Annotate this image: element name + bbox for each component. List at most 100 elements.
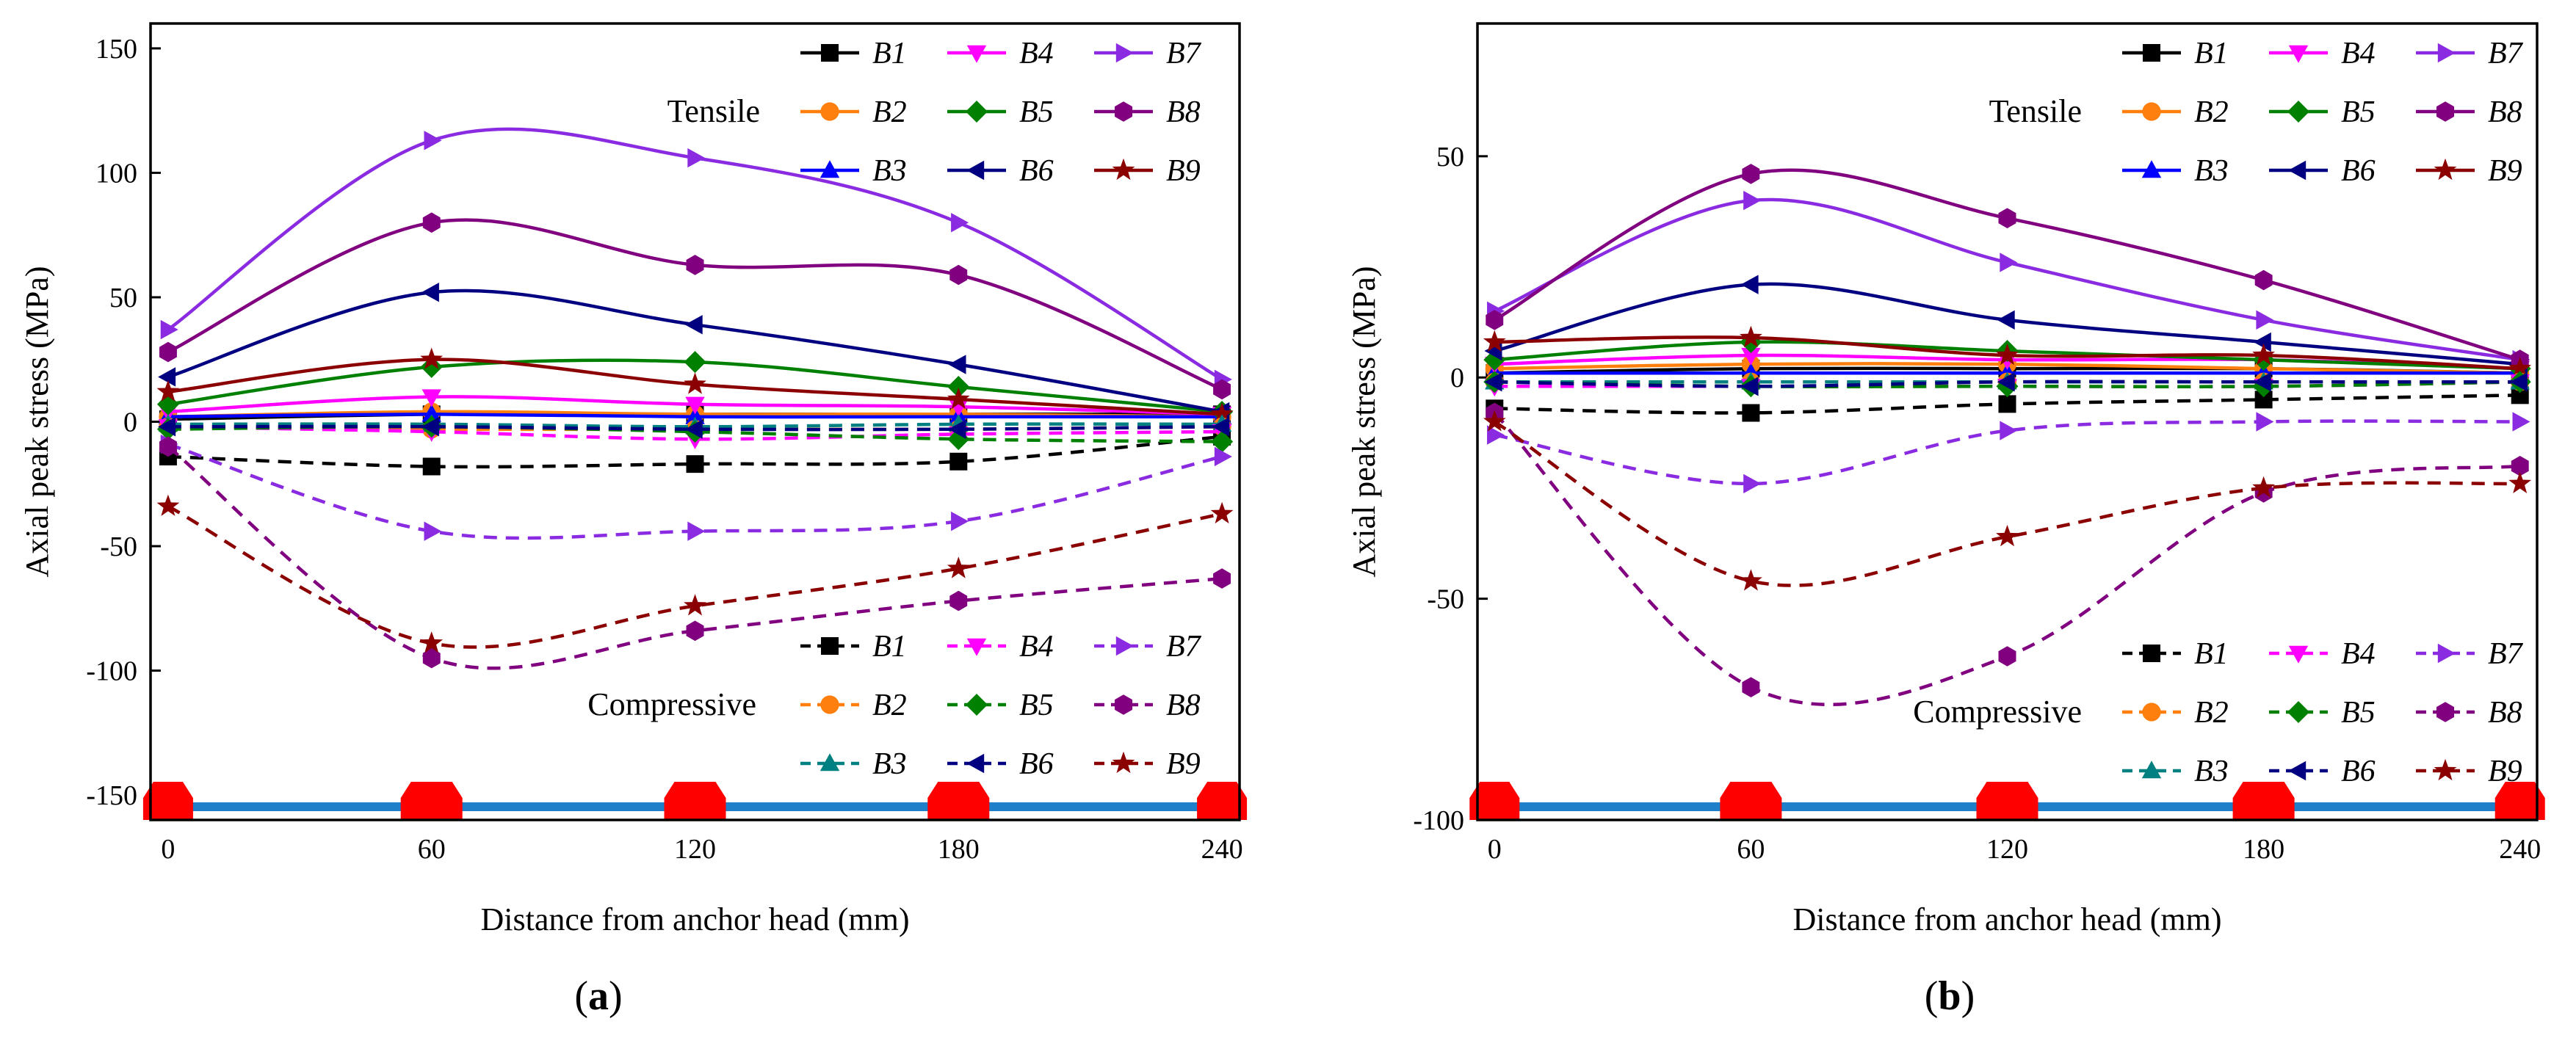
legend-marker-b9 <box>1112 158 1135 181</box>
tensile-data-point-b6 <box>684 315 703 335</box>
legend-label-b3: B3 <box>2194 755 2229 788</box>
legend-marker-b2 <box>820 695 839 714</box>
legend-marker-b3 <box>2141 760 2162 779</box>
x-tick-label: 180 <box>2243 834 2284 865</box>
compressive-data-point-b9 <box>1210 501 1234 524</box>
x-tick-label: 180 <box>938 834 980 865</box>
legend-marker-b6 <box>2288 160 2307 181</box>
compressive-data-point-b6 <box>1740 377 1759 396</box>
legend-label-b6: B6 <box>1019 747 1054 781</box>
legend-marker-b8 <box>2436 101 2454 122</box>
legend-label-b5: B5 <box>1019 689 1054 722</box>
anchor-plate <box>1197 782 1248 820</box>
y-tick-label: -50 <box>1427 584 1464 615</box>
compressive-data-point-b9 <box>1740 569 1762 591</box>
panel-b: -100 -50 0 50 0 60 120 180 240 Distance from anch… <box>1346 22 2545 1019</box>
tensile-data-point-b5 <box>420 355 443 378</box>
compressive-data-point-b1 <box>422 457 441 476</box>
anchor-plate <box>1720 782 1782 820</box>
compressive-data-point-b6 <box>158 417 176 437</box>
legend-label-b2: B2 <box>2194 696 2229 730</box>
tensile-data-point-b7 <box>951 213 969 233</box>
legend-marker-b2 <box>820 102 839 121</box>
tensile-data-point-b8 <box>1742 164 1760 184</box>
legend-marker-b2 <box>2142 703 2161 722</box>
compressive-data-point-b1 <box>2254 391 2273 409</box>
x-tick-label: 240 <box>1201 834 1243 865</box>
compressive-data-point-b8 <box>422 647 441 669</box>
tensile-data-point-b4 <box>1741 347 1761 366</box>
tensile-data-point-b8 <box>422 212 441 233</box>
compressive-data-point-b8 <box>1742 677 1760 697</box>
legend-label-b6: B6 <box>2341 154 2376 188</box>
tensile-data-point-b7 <box>2256 310 2274 330</box>
legend-marker-b6 <box>966 753 985 774</box>
legend-marker-b9 <box>2434 158 2457 181</box>
legend-label-b7: B7 <box>2488 637 2524 671</box>
tensile-data-point-b7 <box>1743 190 1762 211</box>
y-tick-label: 50 <box>1436 142 1464 173</box>
legend-marker-b5 <box>2287 101 2309 123</box>
y-tick-label: -150 <box>86 780 137 811</box>
legend-label-b8: B8 <box>1166 95 1201 129</box>
tensile-data-point-b7 <box>160 319 178 340</box>
panel-a: -150 -100 -50 0 50 100 150 0 60 120 180 240 Distance… <box>19 22 1248 1019</box>
compressive-data-point-b6 <box>2509 372 2528 392</box>
legend-marker-b3 <box>820 753 840 772</box>
y-axis-label: Axial peak stress (MPa) <box>1346 266 1382 577</box>
panel-label: (a) <box>574 973 622 1019</box>
anchor-plate <box>664 782 726 820</box>
compressive-series-line-b8 <box>1493 411 2520 707</box>
panel-letter: a <box>588 973 609 1019</box>
legend-marker-b2 <box>2142 102 2161 121</box>
compressive-series-line-b6 <box>167 424 1223 432</box>
compressive-data-point-b7 <box>2256 412 2274 432</box>
legend-marker-b1 <box>821 637 839 655</box>
legend-label-b4: B4 <box>1019 37 1054 70</box>
x-tick-label: 240 <box>2499 834 2541 865</box>
y-tick-label: 0 <box>123 407 137 438</box>
legend-label-b1: B1 <box>872 37 907 70</box>
tensile-data-point-b8 <box>159 341 177 363</box>
tensile-data-point-b7 <box>2000 253 2018 272</box>
compressive-data-point-b7 <box>2000 421 2018 440</box>
legend-label-b1: B1 <box>2194 637 2229 671</box>
compressive-data-point-b6 <box>948 419 966 439</box>
legend-label-b8: B8 <box>2488 95 2522 129</box>
tensile-data-point-b7 <box>424 131 442 150</box>
legend-marker-b1 <box>2143 645 2160 662</box>
compressive-data-point-b7 <box>424 521 442 541</box>
compressive-data-point-b1 <box>1998 395 2016 413</box>
legend-label-b2: B2 <box>872 95 907 129</box>
anchor-plate <box>1469 782 1520 820</box>
legend-label-b1: B1 <box>872 630 907 664</box>
legend-label-b5: B5 <box>2341 95 2376 129</box>
legend-title-compressive: Compressive <box>587 686 756 722</box>
tensile-data-point-b3 <box>422 404 441 422</box>
legend-title-tensile: Tensile <box>1989 93 2082 129</box>
tensile-data-point-b8 <box>1998 208 2016 228</box>
legend-label-b4: B4 <box>1019 630 1054 664</box>
tensile-data-point-b9 <box>2508 357 2532 379</box>
compressive-data-point-b7 <box>1487 425 1505 445</box>
legend-marker-b7 <box>1115 43 1134 63</box>
compressive-data-point-b9 <box>2252 476 2275 498</box>
y-axis-label: Axial peak stress (MPa) <box>19 266 55 577</box>
x-tick-label: 0 <box>1488 834 1502 865</box>
tensile-data-point-b8 <box>1486 310 1504 330</box>
tensile-data-point-b9 <box>1740 325 1762 348</box>
legend-marker-b7 <box>1115 636 1134 656</box>
y-tick-label: -100 <box>86 656 137 687</box>
legend-label-b1: B1 <box>2194 37 2229 70</box>
x-tick-label: 60 <box>1737 834 1765 865</box>
legend-marker-b9 <box>1112 751 1135 774</box>
panel-label: (b) <box>1925 973 1975 1019</box>
compressive-data-point-b8 <box>949 590 968 611</box>
y-tick-label: -100 <box>1413 805 1464 836</box>
legend-marker-b8 <box>2436 702 2454 722</box>
compressive-data-point-b7 <box>951 511 969 531</box>
compressive-series-line-b3 <box>167 422 1223 429</box>
legend-label-b8: B8 <box>2488 696 2522 730</box>
x-tick-label: 120 <box>674 834 716 865</box>
legend-label-b3: B3 <box>2194 154 2229 188</box>
